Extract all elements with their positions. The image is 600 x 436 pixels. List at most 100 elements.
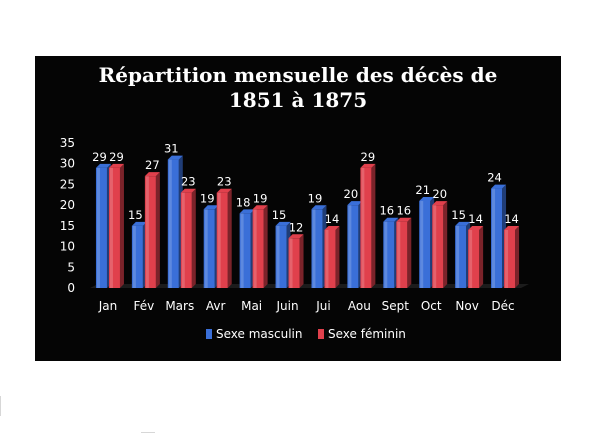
data-label: 12: [289, 220, 304, 234]
bar-highlight: [312, 209, 316, 288]
data-label: 19: [253, 191, 268, 205]
data-label: 24: [487, 171, 502, 185]
bar: [347, 205, 359, 288]
bar-highlight: [168, 159, 172, 288]
bar-top: [252, 205, 268, 210]
data-label: 14: [468, 212, 483, 226]
bar-highlight: [96, 167, 100, 288]
bar: [455, 225, 467, 288]
data-label: 21: [415, 183, 430, 197]
bar: [383, 221, 395, 288]
bar-top: [95, 163, 111, 168]
bar: [203, 209, 215, 288]
x-tick-label: Nov: [455, 299, 478, 313]
bar-side: [263, 205, 268, 288]
bar-side: [335, 226, 340, 288]
bar: [432, 205, 444, 288]
bar-side: [515, 226, 520, 288]
x-tick-label: Mars: [165, 299, 194, 313]
bar: [491, 188, 503, 288]
bar-top: [432, 201, 448, 206]
bar-highlight: [289, 238, 293, 288]
bar-highlight: [420, 201, 424, 288]
y-tick-label: 10: [60, 240, 75, 254]
bar-highlight: [109, 167, 113, 288]
data-label: 19: [308, 191, 323, 205]
bar-highlight: [348, 205, 352, 288]
data-label: 19: [200, 191, 215, 205]
bar: [108, 167, 120, 288]
y-tick-label: 0: [67, 281, 75, 295]
data-label: 20: [344, 187, 359, 201]
chart-title-line-1: Répartition mensuelle des décès de: [98, 63, 498, 87]
bar-highlight: [181, 192, 185, 288]
bar-highlight: [469, 230, 473, 288]
bar-top: [131, 221, 147, 226]
bar-top: [360, 163, 376, 168]
bar: [275, 225, 287, 288]
x-tick-label: Jui: [315, 299, 330, 313]
y-tick-label: 5: [67, 260, 75, 274]
bar-highlight: [361, 167, 365, 288]
bar-top: [239, 209, 255, 214]
bar: [360, 167, 372, 288]
bar-highlight: [492, 188, 496, 288]
chart-panel: Répartition mensuelle des décès de 1851 …: [35, 56, 561, 361]
x-tick-label: Fév: [134, 299, 155, 313]
chart-title: Répartition mensuelle des décès de 1851 …: [35, 63, 561, 113]
bar-highlight: [204, 209, 208, 288]
data-label: 27: [145, 158, 160, 172]
bar-top: [396, 217, 412, 222]
bar-top: [419, 197, 435, 201]
bar: [95, 167, 107, 288]
x-tick-label: Juin: [275, 299, 298, 313]
data-label: 14: [504, 212, 519, 226]
bar-highlight: [253, 209, 257, 288]
data-label: 20: [432, 187, 447, 201]
bar-highlight: [132, 225, 136, 288]
data-label: 15: [451, 208, 466, 222]
bar: [468, 230, 480, 288]
bar-top: [383, 217, 399, 222]
bar-top: [311, 205, 327, 210]
chart-title-line-2: 1851 à 1875: [228, 88, 368, 112]
bar-side: [299, 234, 304, 288]
y-tick-label: 20: [60, 198, 75, 212]
bar: [396, 221, 408, 288]
x-tick-label: Avr: [206, 299, 226, 313]
data-label: 16: [379, 204, 394, 218]
bar: [180, 192, 192, 288]
data-label: 29: [361, 150, 376, 164]
y-tick-label: 25: [60, 177, 75, 191]
bar-side: [227, 188, 232, 288]
bar-side: [191, 188, 196, 288]
bar-highlight: [384, 221, 388, 288]
bar-side: [443, 201, 448, 288]
bar-top: [468, 226, 484, 230]
bar: [288, 238, 300, 288]
data-label: 23: [217, 175, 232, 189]
legend-label: Sexe féminin: [328, 327, 406, 341]
data-label: 23: [181, 175, 196, 189]
bar-highlight: [145, 176, 149, 288]
x-tick-label: Déc: [491, 299, 514, 313]
bar-top: [275, 221, 291, 226]
legend-label: Sexe masculin: [216, 327, 303, 341]
data-label: 29: [109, 150, 124, 164]
scan-artifact: [0, 396, 1, 416]
bar: [144, 176, 156, 288]
bar-side: [119, 163, 124, 288]
bars: [95, 155, 520, 288]
bar-top: [455, 221, 471, 226]
x-tick-label: Jan: [98, 299, 118, 313]
bar-side: [155, 172, 160, 288]
bar-top: [203, 205, 219, 210]
bar: [167, 159, 179, 288]
bar-top: [324, 226, 340, 230]
x-tick-label: Oct: [421, 299, 442, 313]
bar: [419, 201, 431, 288]
x-tick-label: Aou: [348, 299, 371, 313]
bar: [131, 225, 143, 288]
x-tick-label: Sept: [382, 299, 410, 313]
